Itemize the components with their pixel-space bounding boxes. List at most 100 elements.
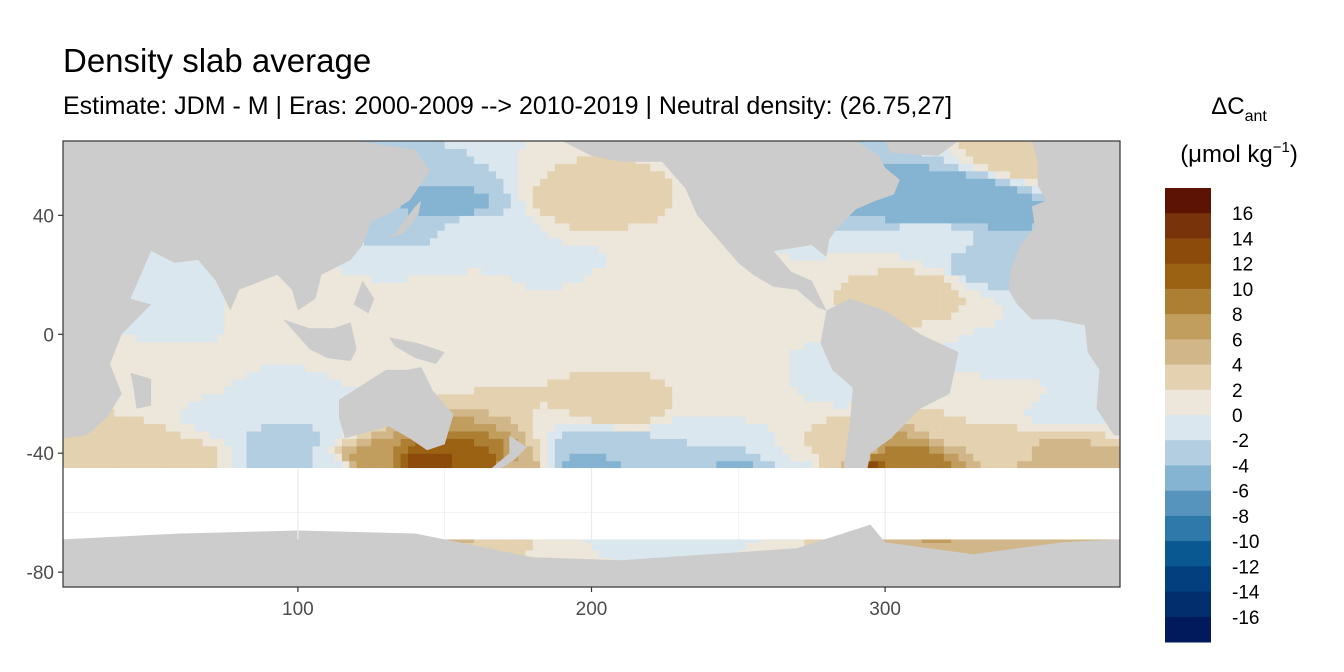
field-cell bbox=[488, 200, 497, 209]
field-cell bbox=[452, 311, 460, 320]
field-cell bbox=[481, 386, 490, 395]
field-cell bbox=[459, 185, 468, 194]
field-cell bbox=[209, 386, 218, 395]
field-cell bbox=[532, 207, 541, 216]
field-cell bbox=[430, 252, 438, 261]
field-cell bbox=[540, 438, 549, 447]
field-cell bbox=[503, 311, 512, 320]
field-cell bbox=[136, 341, 145, 350]
field-cell bbox=[349, 319, 358, 328]
field-cell bbox=[532, 326, 541, 335]
field-cell bbox=[532, 230, 541, 239]
field-cell bbox=[547, 267, 556, 276]
field-cell bbox=[562, 230, 571, 239]
field-cell bbox=[606, 222, 615, 231]
field-cell bbox=[371, 334, 380, 343]
field-cell bbox=[657, 193, 666, 202]
field-cell bbox=[430, 185, 438, 194]
field-cell bbox=[173, 430, 182, 439]
field-cell bbox=[422, 326, 431, 335]
field-cell bbox=[664, 274, 673, 283]
field-cell bbox=[466, 416, 475, 425]
field-cell bbox=[554, 364, 563, 373]
field-cell bbox=[554, 356, 563, 365]
field-cell bbox=[231, 341, 240, 350]
field-cell bbox=[488, 445, 497, 454]
field-cell bbox=[547, 252, 556, 261]
field-cell bbox=[165, 297, 174, 306]
field-cell bbox=[143, 430, 152, 439]
field-cell bbox=[378, 222, 387, 231]
field-cell bbox=[202, 386, 211, 395]
field-cell bbox=[319, 408, 328, 417]
field-cell bbox=[77, 460, 86, 469]
field-cell bbox=[474, 438, 482, 447]
field-cell bbox=[628, 356, 637, 365]
field-cell bbox=[121, 401, 130, 410]
field-cell bbox=[635, 170, 644, 179]
field-cell bbox=[664, 549, 673, 558]
field-cell bbox=[628, 408, 637, 417]
field-cell bbox=[591, 252, 600, 261]
field-cell bbox=[635, 408, 644, 417]
field-cell bbox=[576, 341, 585, 350]
field-cell bbox=[606, 445, 615, 454]
field-cell bbox=[224, 416, 233, 425]
field-cell bbox=[606, 386, 615, 395]
field-cell bbox=[430, 289, 438, 298]
field-cell bbox=[510, 230, 519, 239]
field-cell bbox=[217, 371, 226, 380]
field-cell bbox=[510, 259, 519, 268]
field-cell bbox=[510, 341, 519, 350]
field-cell bbox=[312, 364, 321, 373]
field-cell bbox=[319, 423, 328, 432]
field-cell bbox=[261, 356, 270, 365]
field-cell bbox=[584, 170, 593, 179]
field-cell bbox=[422, 193, 431, 202]
field-cell bbox=[466, 453, 475, 462]
field-cell bbox=[620, 356, 629, 365]
field-cell bbox=[349, 453, 358, 462]
field-cell bbox=[481, 334, 490, 343]
field-cell bbox=[415, 274, 424, 283]
field-cell bbox=[510, 178, 519, 187]
field-cell bbox=[518, 401, 527, 410]
field-cell bbox=[151, 408, 160, 417]
field-cell bbox=[415, 297, 424, 306]
field-cell bbox=[246, 408, 255, 417]
field-cell bbox=[554, 185, 563, 194]
field-cell bbox=[628, 207, 637, 216]
field-cell bbox=[452, 297, 460, 306]
field-cell bbox=[598, 393, 607, 402]
field-cell bbox=[158, 304, 167, 313]
field-cell bbox=[393, 297, 402, 306]
field-cell bbox=[121, 423, 130, 432]
field-cell bbox=[642, 341, 651, 350]
field-cell bbox=[664, 438, 673, 447]
field-cell bbox=[474, 393, 482, 402]
field-cell bbox=[268, 453, 277, 462]
field-cell bbox=[422, 297, 431, 306]
field-cell bbox=[628, 319, 637, 328]
field-cell bbox=[195, 423, 204, 432]
field-cell bbox=[268, 304, 277, 313]
field-cell bbox=[503, 319, 512, 328]
field-cell bbox=[562, 349, 571, 358]
field-cell bbox=[635, 230, 644, 239]
field-cell bbox=[496, 163, 505, 172]
field-cell bbox=[378, 230, 387, 239]
field-cell bbox=[540, 460, 549, 469]
field-cell bbox=[569, 252, 578, 261]
field-cell bbox=[187, 460, 196, 469]
field-cell bbox=[650, 326, 659, 335]
field-cell bbox=[664, 297, 673, 306]
field-cell bbox=[231, 430, 240, 439]
field-cell bbox=[554, 349, 563, 358]
field-cell bbox=[129, 393, 137, 402]
field-cell bbox=[107, 460, 115, 469]
field-cell bbox=[452, 423, 460, 432]
field-cell bbox=[195, 364, 204, 373]
field-cell bbox=[202, 430, 211, 439]
field-cell bbox=[305, 319, 314, 328]
field-cell bbox=[165, 274, 174, 283]
